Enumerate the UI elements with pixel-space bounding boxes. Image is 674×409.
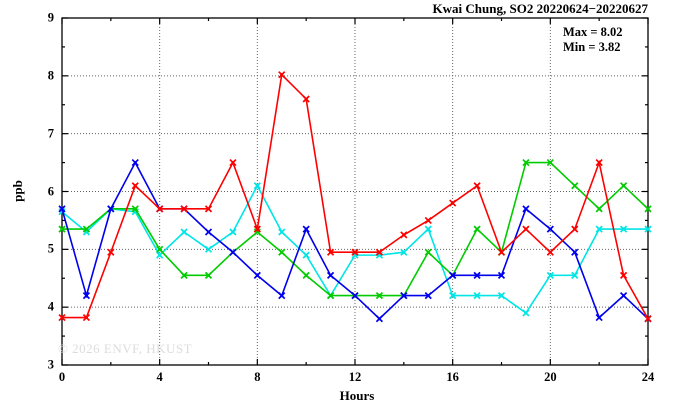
x-axis-title: Hours (339, 388, 375, 403)
x-tick-label: 12 (348, 370, 362, 384)
y-tick-label: 5 (47, 241, 54, 256)
legend: Max = 8.02 Min = 3.82 (563, 25, 623, 55)
x-tick-label: 16 (446, 370, 459, 384)
y-tick-label: 3 (47, 357, 54, 372)
axis-ticks (61, 17, 649, 366)
legend-max-label: Max = 8.02 (563, 25, 623, 39)
gridlines (62, 18, 648, 365)
watermark: © 2026 ENVF, HKUST (58, 341, 193, 356)
y-tick-label: 4 (47, 299, 54, 314)
x-tick-label: 4 (156, 370, 163, 384)
series-red (58, 71, 652, 323)
x-tick-label: 20 (544, 370, 557, 384)
x-tick-label: 24 (641, 370, 655, 384)
chart-title: Kwai Chung, SO2 20220624−20220627 (432, 1, 648, 16)
y-tick-label: 8 (47, 68, 54, 83)
y-tick-label: 9 (47, 10, 54, 25)
legend-min-label: Min = 3.82 (563, 40, 621, 54)
y-tick-label: 7 (47, 126, 54, 141)
y-tick-label: 6 (47, 184, 54, 198)
x-tick-label: 8 (254, 370, 261, 384)
x-tick-label: 0 (58, 370, 66, 384)
